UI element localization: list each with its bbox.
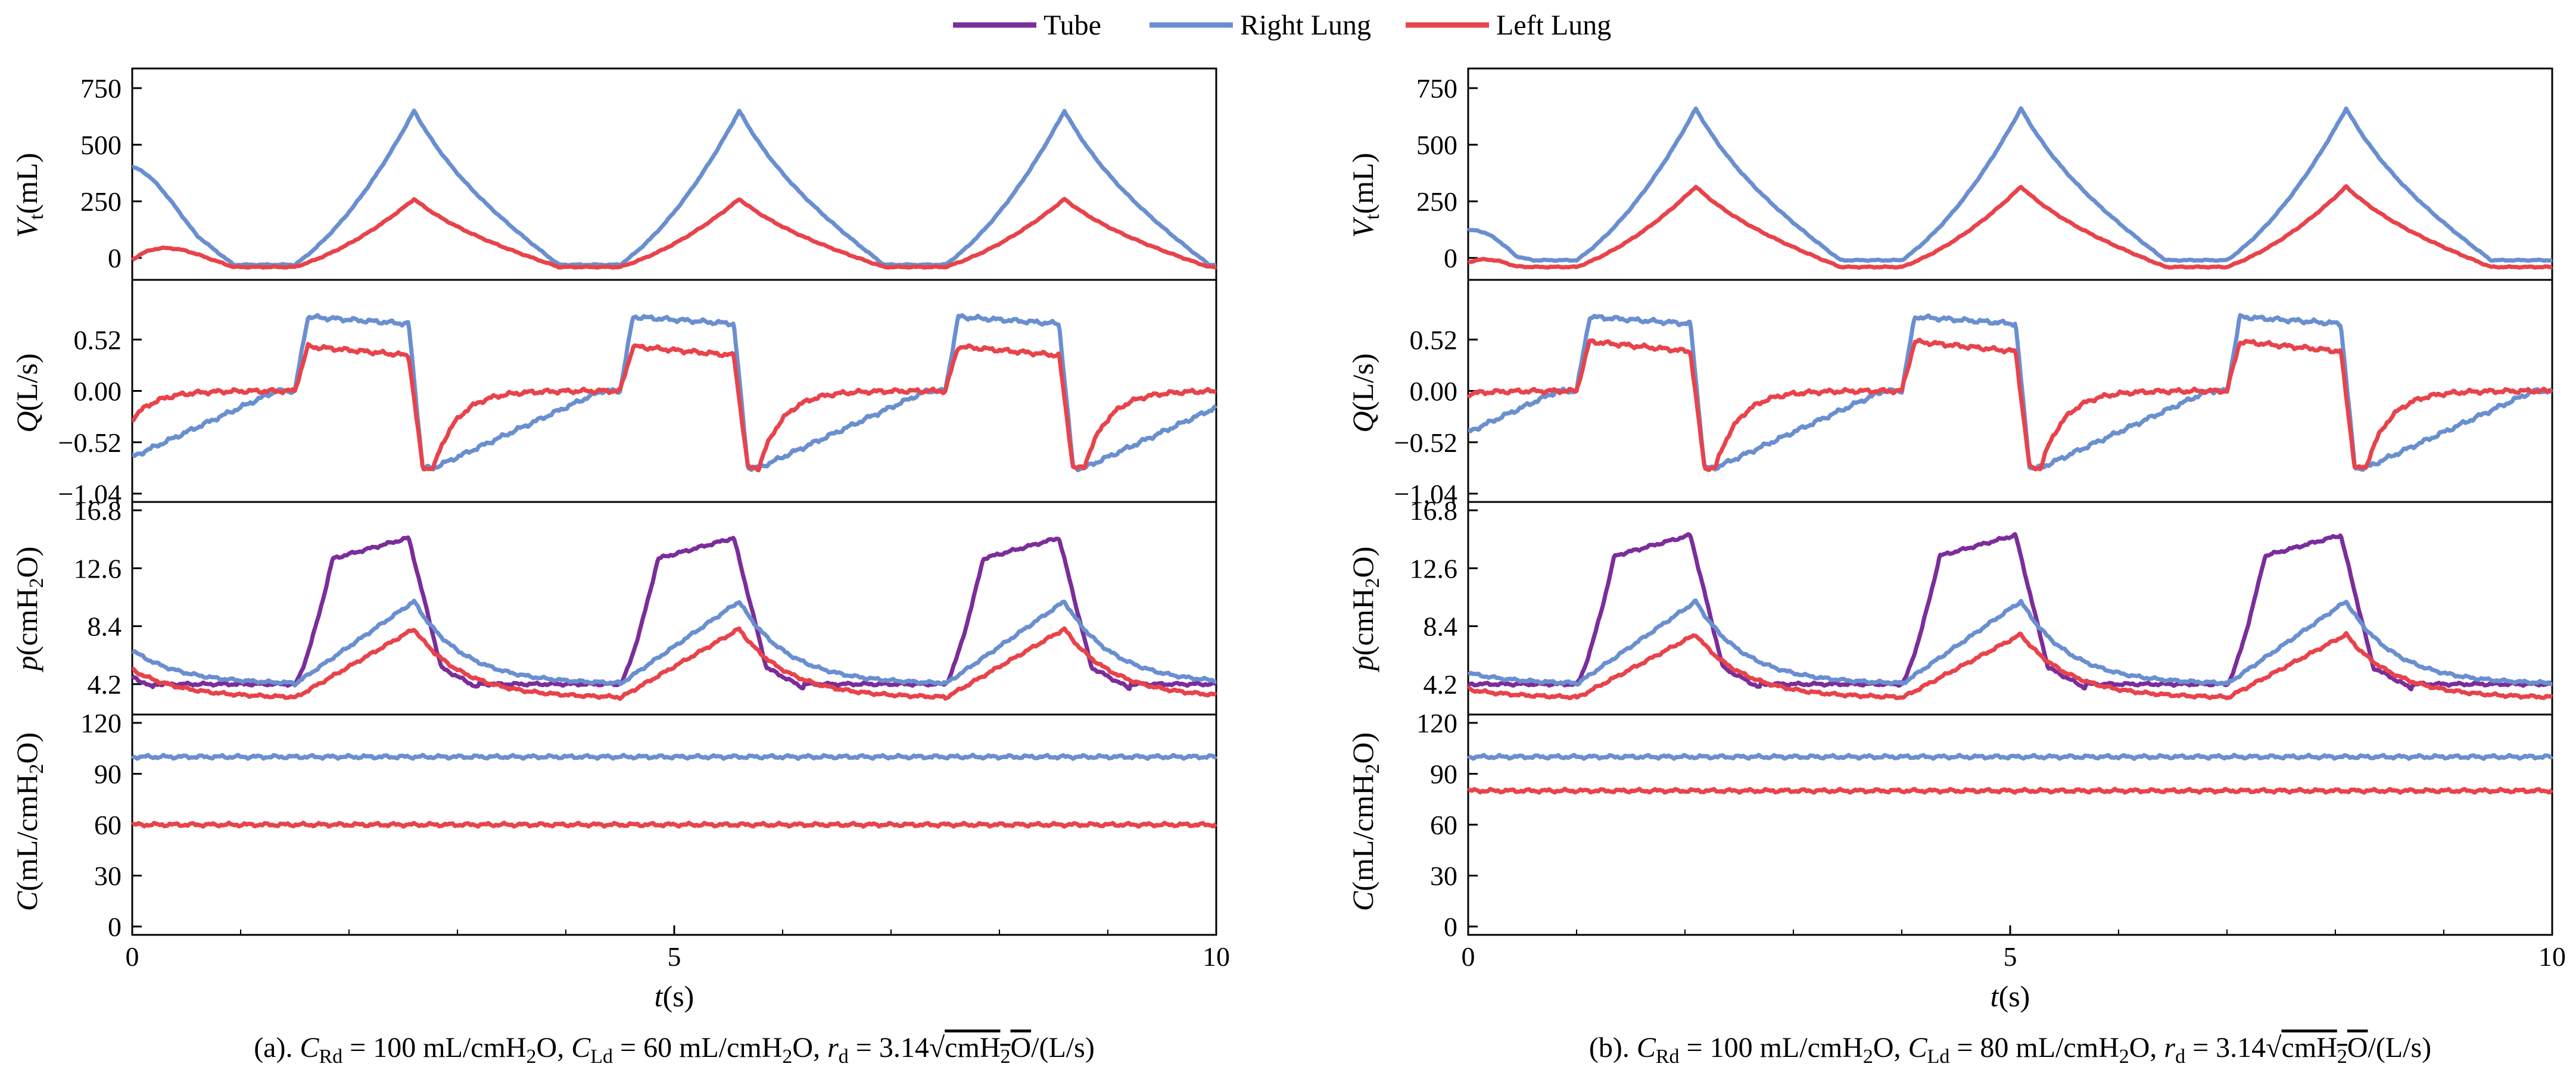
caption-b: (b). CRd = 100 mL/cmH2O, CLd = 80 mL/cmH… [1589,1032,2431,1068]
x-tick-label: 10 [2538,941,2566,972]
series-line-c-right-lung [130,753,1218,761]
legend-label-left-lung: Left Lung [1496,10,1611,41]
y-tick-label-vt: 250 [80,186,122,217]
series-line-p-left-lung [131,626,1217,701]
caption-a: (a). CRd = 100 mL/cmH2O, CLd = 60 mL/cmH… [254,1032,1095,1068]
legend: Tube Right Lung Left Lung [953,10,1611,41]
y-tick-label-q: −0.52 [1394,428,1457,458]
series-line-c-left-lung [131,821,1217,829]
xlabel-a: t(s) [655,980,694,1013]
ylabel-c-b: C(mL/cmH2O) [1346,732,1384,911]
legend-label-right-lung: Right Lung [1240,10,1371,41]
series-line-q-right-lung [1467,313,2553,472]
ylabel-q-b: Q(L/s) [1346,353,1379,432]
y-tick-label-vt: 0 [1444,243,1457,273]
ylabel-c-a: C(mL/cmH2O) [10,732,48,911]
y-tick-label-c: 30 [1430,861,1457,891]
y-tick-label-c: 0 [108,912,122,942]
y-tick-label-p: 8.4 [88,612,122,642]
series-line-vt-right-lung [1467,106,2553,263]
y-tick-label-q: −1.04 [58,479,122,509]
y-tick-label-q: −0.52 [58,428,122,458]
y-tick-label-p: 12.6 [74,553,122,584]
legend-label-tube: Tube [1044,10,1101,41]
y-tick-label-c: 60 [1430,810,1457,840]
y-tick-label-p: 16.8 [1410,495,1458,526]
ylabel-p-a: p(cmH2O) [10,547,48,673]
series-line-c-left-lung [1467,787,2553,795]
y-tick-label-vt: 250 [1416,186,1457,217]
x-tick-label: 5 [2004,941,2017,972]
y-tick-label-q: 0.52 [74,325,122,355]
y-tick-label-q: −1.04 [1394,479,1457,509]
xlabel-b: t(s) [1991,980,2030,1013]
x-tick-label: 0 [1462,941,1475,972]
series-line-q-left-lung [1466,338,2553,472]
y-tick-label-c: 120 [80,708,122,738]
series-line-vt-left-lung [131,196,1217,270]
x-tick-label: 5 [668,941,681,972]
ylabel-vt-b: Vt(mL) [1346,153,1384,238]
series-line-vt-right-lung [131,108,1217,268]
panel-b-ylabels: Vt(mL) Q(L/s) p(cmH2O) C(mL/cmH2O) [1346,153,1384,912]
y-tick-label-p: 12.6 [1410,553,1458,584]
y-tick-label-p: 4.2 [1424,669,1458,700]
y-tick-label-q: 0.52 [1410,325,1458,355]
y-tick-label-c: 0 [1444,912,1457,942]
y-tick-label-vt: 0 [108,243,122,273]
ylabel-q-a: Q(L/s) [10,353,43,432]
series-line-c-right-lung [1466,753,2554,761]
series-line-q-right-lung [131,313,1218,472]
panel-a-ylabels: Vt(mL) Q(L/s) p(cmH2O) C(mL/cmH2O) [10,153,48,912]
y-tick-label-p: 4.2 [88,669,122,700]
ylabel-p-b: p(cmH2O) [1346,547,1384,673]
y-tick-label-vt: 500 [80,130,122,160]
y-tick-label-p: 16.8 [74,495,122,526]
series-line-p-right-lung [131,598,1217,688]
y-tick-label-vt: 750 [1416,73,1457,104]
y-tick-label-q: 0.00 [1410,376,1458,407]
series-line-vt-left-lung [1467,184,2553,270]
series-line-p-left-lung [1467,631,2553,701]
y-tick-label-c: 90 [1430,759,1457,790]
x-tick-label: 10 [1203,941,1230,972]
ylabel-vt-a: Vt(mL) [10,153,48,238]
y-tick-label-c: 60 [94,810,122,840]
y-tick-label-c: 30 [94,861,122,891]
y-tick-label-c: 120 [1416,708,1457,738]
y-tick-label-p: 8.4 [1424,612,1458,642]
series-line-q-left-lung [131,342,1217,473]
y-tick-label-q: 0.00 [74,376,122,407]
y-tick-label-vt: 750 [80,73,122,104]
series-line-p-right-lung [1467,598,2553,687]
x-tick-label: 0 [126,941,139,972]
y-tick-label-vt: 500 [1416,130,1457,160]
y-tick-label-c: 90 [94,759,122,790]
series-line-p-tube [130,535,1217,691]
